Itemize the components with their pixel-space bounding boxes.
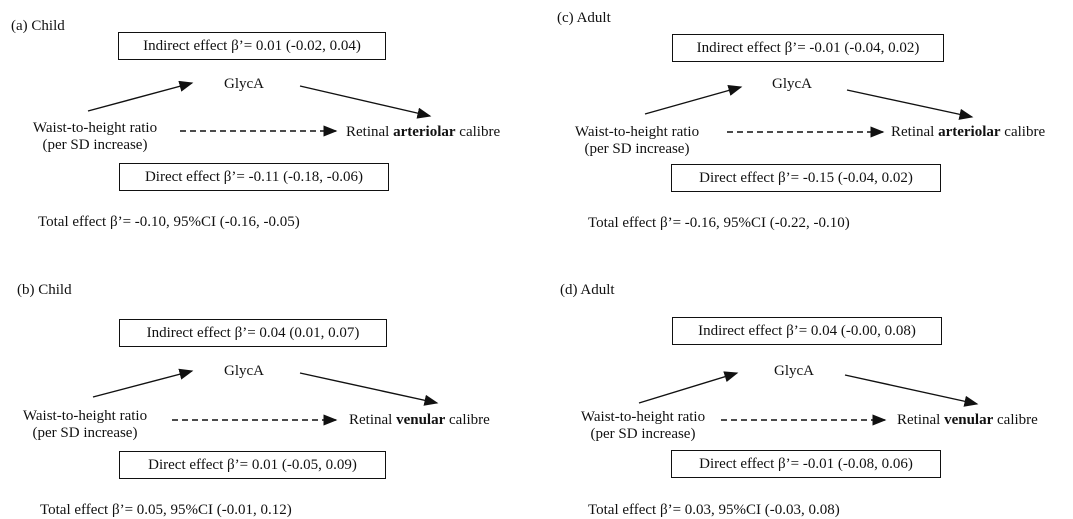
path-arrows xyxy=(92,368,439,426)
total-effect-text: Total effect β’= -0.10, 95%CI (-0.16, -0… xyxy=(38,214,300,230)
panel-d-adult: (d) Adult Indirect effect β’= 0.04 (-0.0… xyxy=(537,260,1073,519)
arrow-mediator-to-outcome xyxy=(299,85,432,119)
panel-b-child: (b) Child Indirect effect β’= 0.04 (0.01… xyxy=(0,260,536,519)
mediator-label: GlycA xyxy=(772,76,812,92)
mediator-label: GlycA xyxy=(774,363,814,379)
panel-label: (d) Adult xyxy=(560,282,615,298)
indirect-effect-box: Indirect effect β’= 0.04 (-0.00, 0.08) xyxy=(672,317,942,345)
direct-effect-box: Direct effect β’= -0.01 (-0.08, 0.06) xyxy=(671,450,941,478)
arrow-exposure-to-mediator xyxy=(638,371,739,404)
panel-label: (c) Adult xyxy=(557,10,611,26)
outcome-label: Retinal arteriolar calibre xyxy=(346,124,501,140)
arrow-mediator-to-outcome xyxy=(299,372,439,406)
total-effect-text: Total effect β’= 0.03, 95%CI (-0.03, 0.0… xyxy=(588,502,840,518)
path-arrows xyxy=(638,371,979,426)
outcome-label: Retinal venular calibre xyxy=(897,412,1038,428)
outcome-label: Retinal arteriolar calibre xyxy=(891,124,1046,140)
outcome-label: Retinal venular calibre xyxy=(349,412,490,428)
path-arrows xyxy=(644,85,974,138)
arrow-mediator-to-outcome xyxy=(846,89,974,120)
total-effect-text: Total effect β’= -0.16, 95%CI (-0.22, -0… xyxy=(588,215,850,231)
arrow-exposure-to-mediator xyxy=(87,80,194,112)
exposure-label: Waist-to-height ratio (per SD increase) xyxy=(22,408,148,441)
panel-a-child: (a) Child Indirect effect β’= 0.01 (-0.0… xyxy=(0,0,536,259)
arrow-exposure-to-mediator xyxy=(92,368,194,398)
direct-effect-box: Direct effect β’= -0.11 (-0.18, -0.06) xyxy=(119,163,389,191)
exposure-label: Waist-to-height ratio (per SD increase) xyxy=(32,120,158,153)
panel-label: (b) Child xyxy=(17,282,72,298)
mediator-label: GlycA xyxy=(224,76,264,92)
direct-effect-box: Direct effect β’= 0.01 (-0.05, 0.09) xyxy=(119,451,386,479)
panel-label: (a) Child xyxy=(11,18,65,34)
arrow-mediator-to-outcome xyxy=(844,374,979,407)
mediator-label: GlycA xyxy=(224,363,264,379)
total-effect-text: Total effect β’= 0.05, 95%CI (-0.01, 0.1… xyxy=(40,502,292,518)
indirect-effect-box: Indirect effect β’= -0.01 (-0.04, 0.02) xyxy=(672,34,944,62)
exposure-label: Waist-to-height ratio (per SD increase) xyxy=(574,124,700,157)
path-arrows xyxy=(87,80,432,137)
exposure-label: Waist-to-height ratio (per SD increase) xyxy=(580,409,706,442)
indirect-effect-box: Indirect effect β’= 0.04 (0.01, 0.07) xyxy=(119,319,387,347)
indirect-effect-box: Indirect effect β’= 0.01 (-0.02, 0.04) xyxy=(118,32,386,60)
panel-c-adult: (c) Adult Indirect effect β’= -0.01 (-0.… xyxy=(537,0,1073,259)
arrow-exposure-to-mediator xyxy=(644,85,743,115)
direct-effect-box: Direct effect β’= -0.15 (-0.04, 0.02) xyxy=(671,164,941,192)
